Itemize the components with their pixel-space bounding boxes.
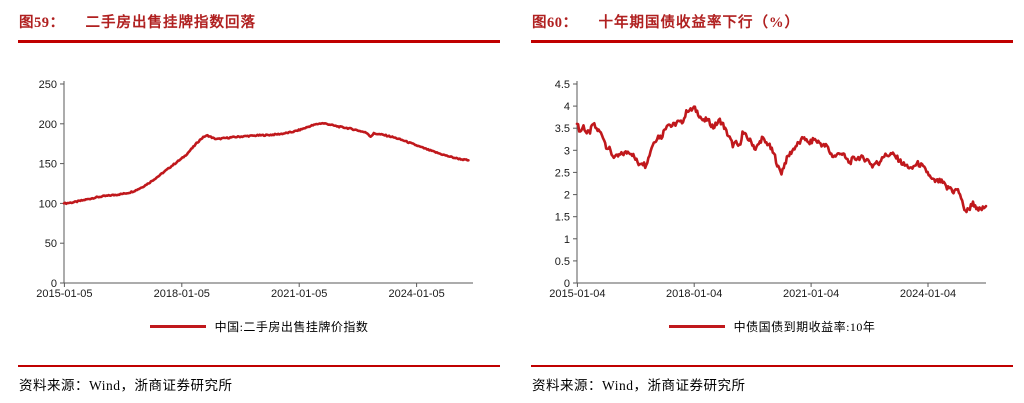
svg-text:2018-01-05: 2018-01-05 xyxy=(154,288,210,300)
chart-legend: 中债国债到期收益率:10年 xyxy=(531,317,1013,335)
svg-text:3.5: 3.5 xyxy=(555,123,570,135)
svg-text:3: 3 xyxy=(564,145,570,157)
line-chart-listing-index: 0 50 100 150 200 250 2015-01-05 2018-01-05 2021-… xyxy=(36,79,473,300)
source-divider-rule xyxy=(18,365,500,367)
svg-text:2015-01-05: 2015-01-05 xyxy=(36,288,92,300)
svg-text:200: 200 xyxy=(39,119,57,131)
figure-title: 图59： 二手房出售挂牌指数回落 xyxy=(19,11,256,31)
legend-label: 中国:二手房出售挂牌价指数 xyxy=(214,319,369,334)
svg-text:2.5: 2.5 xyxy=(555,167,570,179)
title-divider-rule xyxy=(18,40,500,43)
svg-text:4.5: 4.5 xyxy=(555,79,570,91)
svg-text:100: 100 xyxy=(39,198,57,210)
svg-text:250: 250 xyxy=(39,79,57,91)
svg-text:0: 0 xyxy=(51,278,57,290)
legend-label: 中债国债到期收益率:10年 xyxy=(733,319,876,334)
svg-text:150: 150 xyxy=(39,159,57,171)
svg-text:2: 2 xyxy=(564,190,570,202)
data-source-note: 资料来源：Wind，浙商证券研究所 xyxy=(532,378,746,393)
svg-text:0: 0 xyxy=(564,278,570,290)
svg-text:1.5: 1.5 xyxy=(555,212,570,224)
figure-title: 图60： 十年期国债收益率下行（%） xyxy=(532,11,800,31)
figure-title-text: 十年期国债收益率下行（%） xyxy=(598,15,800,31)
figure-number-label: 图59： xyxy=(19,15,65,31)
svg-text:2021-01-04: 2021-01-04 xyxy=(783,288,839,300)
svg-text:50: 50 xyxy=(45,238,57,250)
line-chart-bond-yield: 0 0.5 1 1.5 2 2.5 3 3.5 4 4.5 2015-01-04 2018-01-04… xyxy=(549,79,988,300)
svg-text:1: 1 xyxy=(564,234,570,246)
figure-panel-60: 图60： 十年期国债收益率下行（%） 0 0.5 1 1.5 2 2.5 3 3.5 4 4.5 20… xyxy=(531,0,1013,403)
figure-panel-59: 图59： 二手房出售挂牌指数回落 0 50 100 150 200 250 2015-01-0… xyxy=(18,0,500,403)
svg-text:2018-01-04: 2018-01-04 xyxy=(666,288,722,300)
svg-text:2021-01-05: 2021-01-05 xyxy=(271,288,327,300)
data-source-note: 资料来源：Wind，浙商证券研究所 xyxy=(19,378,233,393)
svg-text:2015-01-04: 2015-01-04 xyxy=(549,288,605,300)
svg-text:2024-01-04: 2024-01-04 xyxy=(900,288,956,300)
title-divider-rule xyxy=(531,40,1013,43)
legend-line-swatch xyxy=(668,324,725,328)
legend-line-swatch xyxy=(149,324,206,328)
figure-number-label: 图60： xyxy=(532,15,578,31)
source-divider-rule xyxy=(531,365,1013,367)
svg-text:0.5: 0.5 xyxy=(555,256,570,268)
svg-text:2024-01-05: 2024-01-05 xyxy=(388,288,444,300)
svg-text:4: 4 xyxy=(564,101,570,113)
figure-title-text: 二手房出售挂牌指数回落 xyxy=(85,15,256,31)
chart-legend: 中国:二手房出售挂牌价指数 xyxy=(18,317,500,335)
